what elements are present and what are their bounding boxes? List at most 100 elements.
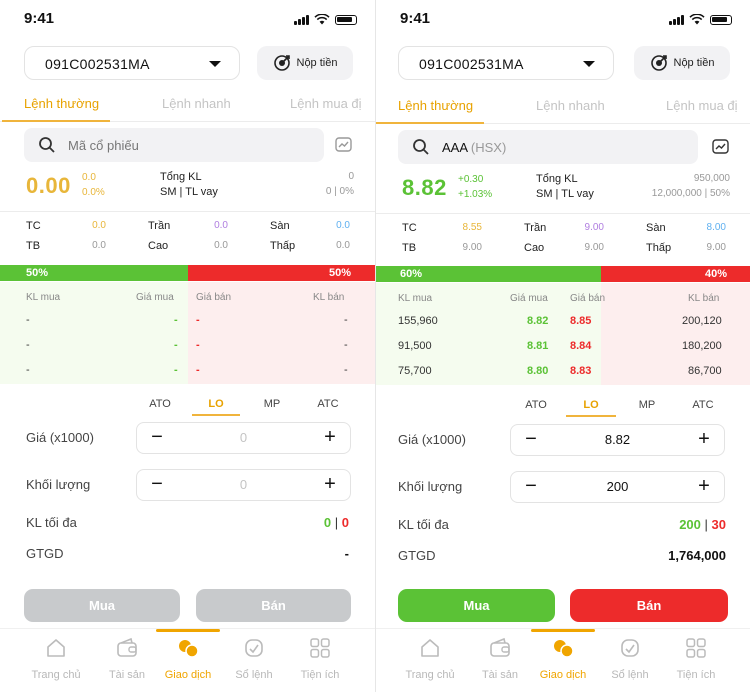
- order-type-ato[interactable]: ATO: [525, 399, 547, 411]
- order-type-lo[interactable]: LO: [583, 399, 599, 411]
- tab-quick-order[interactable]: Lệnh nhanh: [536, 98, 605, 113]
- stock-search-input[interactable]: AAA (HSX): [398, 130, 698, 164]
- nav-order-book[interactable]: Sổ lệnh: [598, 637, 662, 681]
- sell-price-cell[interactable]: -: [196, 364, 200, 376]
- max-quantity-label: KL tối đa: [398, 517, 449, 532]
- status-bar: 9:41: [0, 8, 375, 32]
- margin-value: 0 | 0%: [325, 186, 354, 197]
- buy-price-cell[interactable]: -: [174, 339, 178, 351]
- floor-price-label: Sàn: [270, 220, 290, 232]
- account-selector[interactable]: 091C002531MA: [398, 46, 614, 80]
- search-icon: [39, 137, 55, 153]
- order-type-atc[interactable]: ATC: [317, 398, 339, 410]
- buy-price-cell[interactable]: -: [174, 364, 178, 376]
- chart-icon[interactable]: [335, 136, 353, 153]
- quantity-input[interactable]: 0: [239, 477, 248, 492]
- cellular-signal-icon: [294, 15, 309, 25]
- price-summary: 0.00 0.0 0.0% Tổng KL 0 SM | TL vay 0 | …: [24, 168, 354, 208]
- price-stepper: − 0 +: [136, 422, 351, 454]
- nav-assets[interactable]: Tài sản: [95, 637, 159, 681]
- quantity-field-label: Khối lượng: [26, 477, 91, 492]
- tab-normal-order[interactable]: Lệnh thường: [24, 96, 100, 111]
- status-bar: 9:41: [376, 8, 750, 32]
- minus-icon[interactable]: −: [525, 475, 537, 497]
- buy-ratio-label: 60%: [400, 268, 423, 280]
- tab-conditional-order[interactable]: Lệnh mua đị: [666, 98, 738, 113]
- minus-icon[interactable]: −: [151, 473, 163, 495]
- separator: |: [704, 517, 708, 532]
- grid-icon: [310, 638, 330, 658]
- avg-price-value: 9.00: [462, 242, 482, 253]
- nav-home[interactable]: Trang chủ: [24, 637, 88, 681]
- quantity-input[interactable]: 200: [606, 479, 629, 494]
- deposit-button[interactable]: Nộp tiền: [257, 46, 353, 80]
- plus-icon[interactable]: +: [324, 473, 336, 495]
- sell-price-cell[interactable]: -: [196, 314, 200, 326]
- sell-ratio-fill: 40%: [601, 266, 750, 282]
- sell-ratio-fill: 50%: [187, 265, 375, 281]
- chevron-down-icon: [209, 61, 221, 67]
- high-price-value: 0.0: [214, 240, 228, 251]
- buy-price-cell[interactable]: 8.82: [527, 315, 549, 327]
- minus-icon[interactable]: −: [525, 428, 537, 450]
- sell-button[interactable]: Bán: [570, 589, 728, 622]
- order-type-atc[interactable]: ATC: [692, 399, 714, 411]
- deposit-label: Nộp tiền: [296, 57, 338, 69]
- chart-icon[interactable]: [712, 138, 730, 155]
- nav-order-book[interactable]: Sổ lệnh: [222, 637, 286, 681]
- buy-price-header: Giá mua: [136, 292, 174, 303]
- deposit-button[interactable]: Nộp tiền: [634, 46, 730, 80]
- order-type-ato[interactable]: ATO: [149, 398, 171, 410]
- stock-search-input[interactable]: Mã cổ phiếu: [24, 128, 324, 162]
- avg-price-label: TB: [26, 240, 41, 252]
- sell-price-cell[interactable]: 8.83: [570, 365, 592, 377]
- nav-active-indicator: [156, 629, 220, 632]
- nav-assets[interactable]: Tài sản: [468, 637, 532, 681]
- tab-normal-order[interactable]: Lệnh thường: [398, 98, 474, 113]
- status-time: 9:41: [24, 10, 55, 27]
- tab-quick-order[interactable]: Lệnh nhanh: [162, 96, 231, 111]
- buy-price-cell[interactable]: 8.80: [527, 365, 549, 377]
- account-selector[interactable]: 091C002531MA: [24, 46, 240, 80]
- plus-icon[interactable]: +: [698, 428, 710, 450]
- wifi-icon: [314, 14, 330, 25]
- quantity-stepper: − 200 +: [510, 471, 725, 503]
- nav-home-label: Trang chủ: [31, 669, 81, 681]
- order-book: KL mua Giá mua Giá bán KL bán - - - - - …: [0, 282, 375, 384]
- sell-price-cell[interactable]: 8.84: [570, 340, 592, 352]
- price-input[interactable]: 8.82: [604, 432, 631, 447]
- sell-volume-header: KL bán: [313, 292, 345, 303]
- order-type-mp[interactable]: MP: [263, 398, 281, 410]
- nav-assets-label: Tài sản: [481, 669, 519, 681]
- buy-sell-ratio-bar: 60% 40%: [376, 266, 750, 282]
- sell-button[interactable]: Bán: [196, 589, 351, 622]
- plus-icon[interactable]: +: [698, 475, 710, 497]
- nav-trading[interactable]: Giao dịch: [531, 637, 595, 681]
- buy-price-header: Giá mua: [510, 293, 548, 304]
- buy-volume-header: KL mua: [26, 292, 61, 303]
- total-volume-value: 950,000: [693, 173, 730, 184]
- nav-utilities[interactable]: Tiện ích: [664, 637, 728, 681]
- price-input[interactable]: 0: [239, 430, 248, 445]
- max-buy-quantity: 200: [679, 517, 701, 532]
- buy-button[interactable]: Mua: [24, 589, 180, 622]
- minus-icon[interactable]: −: [151, 426, 163, 448]
- plus-icon[interactable]: +: [324, 426, 336, 448]
- order-type-mp[interactable]: MP: [638, 399, 656, 411]
- buy-button[interactable]: Mua: [398, 589, 555, 622]
- last-price: 0.00: [26, 173, 71, 198]
- tab-conditional-order[interactable]: Lệnh mua đị: [290, 96, 362, 111]
- sell-price-cell[interactable]: -: [196, 339, 200, 351]
- nav-utilities[interactable]: Tiện ích: [288, 637, 352, 681]
- account-number: 091C002531MA: [419, 56, 524, 72]
- sell-price-cell[interactable]: 8.85: [570, 315, 592, 327]
- buy-volume-cell: 155,960: [398, 315, 438, 327]
- trade-value-label: GTGD: [26, 546, 64, 561]
- nav-trading[interactable]: Giao dịch: [156, 637, 220, 681]
- buy-price-cell[interactable]: 8.81: [527, 340, 549, 352]
- buy-volume-header: KL mua: [398, 293, 433, 304]
- nav-home[interactable]: Trang chủ: [398, 637, 462, 681]
- buy-price-cell[interactable]: -: [174, 314, 178, 326]
- order-type-lo[interactable]: LO: [208, 398, 224, 410]
- floor-price-label: Sàn: [646, 222, 666, 234]
